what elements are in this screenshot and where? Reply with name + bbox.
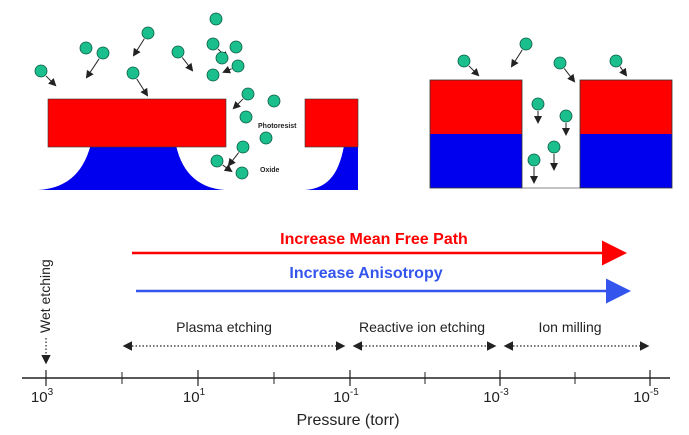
oxide-left-aniso [430,134,522,188]
particle-motion-arrow [132,38,145,57]
tick-base: 10 [31,389,48,406]
ion-particle [241,87,255,101]
ion-particle [547,140,561,154]
tick-label: 10-5 [633,387,659,406]
ion-milling-label: Ion milling [538,319,601,335]
ion-particles [34,12,628,184]
ion-particle [231,59,245,73]
ion-particle [236,140,250,154]
photoresist-right [304,98,359,148]
particle-motion-arrow [136,78,149,97]
particle-motion-arrow [619,66,628,77]
particle-motion-arrow [85,58,100,79]
isotropic-etch-figure: Photoresist Oxide [38,98,359,190]
ion-particle [210,154,224,168]
axis-title: Pressure (torr) [296,412,399,429]
tick-exponent: -3 [500,387,509,398]
axis-ticks [45,370,651,386]
mean-free-path-label: Increase Mean Free Path [280,231,468,248]
wet-etching-label: Wet etching [37,259,53,333]
oxide-right [305,140,358,190]
particle-motion-arrow [227,152,240,167]
ion-particle [609,54,623,68]
particle-motion-arrow [181,57,194,72]
frame-left [429,79,523,189]
particle-motion-arrow [45,75,57,87]
particle-motion-arrow [232,98,244,110]
photoresist-right-aniso [580,80,672,134]
particle-motion-arrow [563,68,576,83]
particle-motion-arrow [222,164,233,173]
ion-particle [96,46,110,60]
ion-particle [239,110,253,124]
photoresist-label: Photoresist [258,123,297,130]
ion-particle [34,64,48,78]
ion-particle [206,68,220,82]
ion-particle [519,37,533,51]
tick-label: 101 [183,387,206,406]
tick-exponent: -1 [350,387,359,398]
tick-label: 10-1 [333,387,359,406]
tick-label: 10-3 [483,387,509,406]
axis-tick-labels: 103 101 10-1 10-3 10-5 [31,387,659,406]
particle-motion-arrow [468,65,480,77]
ion-particle [229,40,243,54]
oxide-left [38,140,225,190]
ion-particle [215,51,229,65]
particle-motion-arrow [222,65,232,74]
ion-particle [559,109,573,123]
ion-particle [267,94,281,108]
ion-particle [79,41,93,55]
ion-particle [553,56,567,70]
anisotropy-label: Increase Anisotropy [289,265,442,282]
frame-right [579,79,673,189]
ion-particle [126,66,140,80]
tick-label: 103 [31,387,54,406]
photoresist-left [47,98,227,148]
tick-base: 10 [333,389,350,406]
tick-exponent: 3 [48,387,54,398]
ion-particle [531,97,545,111]
tick-base: 10 [483,389,500,406]
ion-particle [259,131,273,145]
tick-base: 10 [633,389,650,406]
photoresist-left-aniso [430,80,522,134]
plasma-etching-label: Plasma etching [176,319,272,335]
ion-particle [171,45,185,59]
particle-motion-arrow [510,49,523,68]
oxide-right-aniso [580,134,672,188]
tick-base: 10 [183,389,200,406]
tick-exponent: -5 [650,387,659,398]
ion-particle [206,37,220,51]
tick-exponent: 1 [200,387,206,398]
ion-particle [235,166,249,180]
oxide-label: Oxide [260,167,280,174]
anisotropic-etch-figure [429,79,673,189]
ion-particle [141,26,155,40]
ion-particle [457,54,471,68]
ion-particle [527,153,541,167]
reactive-ion-etching-label: Reactive ion etching [359,319,485,335]
ion-particle [209,12,223,26]
